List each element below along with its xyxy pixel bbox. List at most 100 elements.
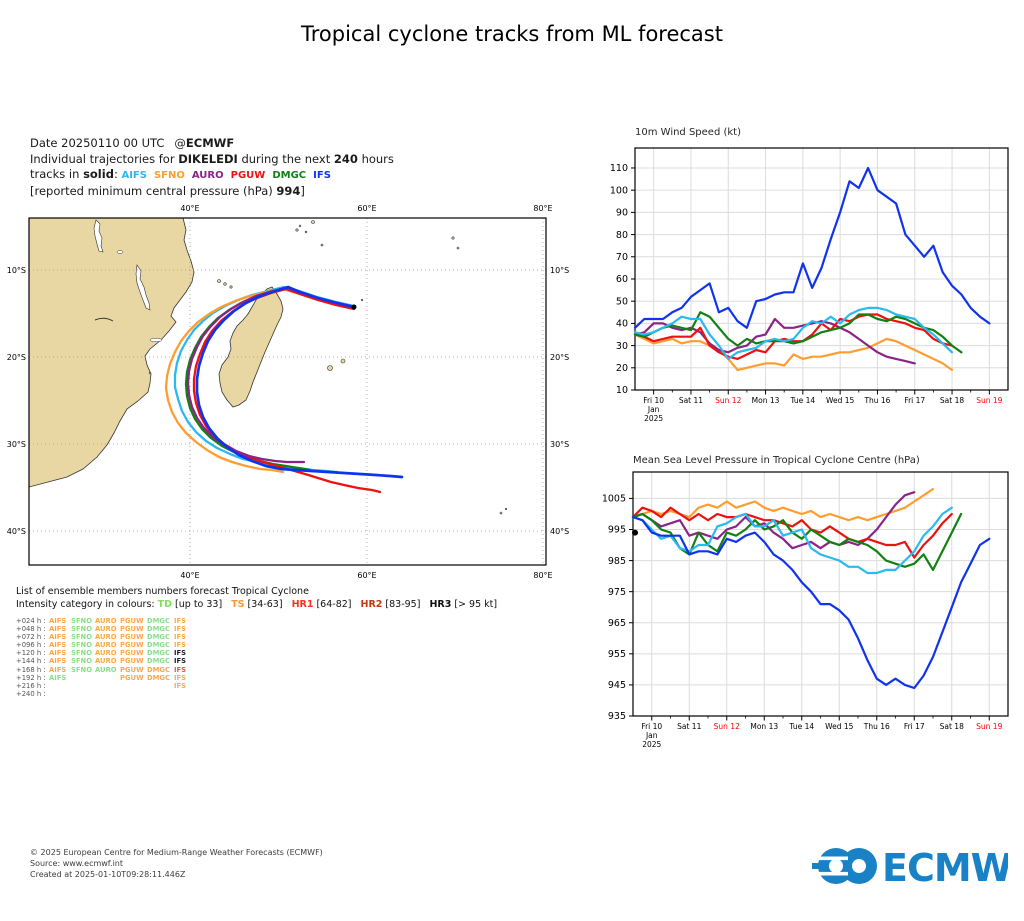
x-tick-label: Wed 15	[825, 722, 854, 731]
y-tick-label: 965	[608, 618, 626, 629]
pressure-chart-title: Mean Sea Level Pressure in Tropical Cycl…	[633, 455, 920, 466]
ecmwf-logo-emblem	[812, 848, 877, 884]
member-row-label: +096 h :	[16, 641, 46, 650]
cyclone-track-map: 40°E 40°E 60°E 60°E 80°E 80°E 10°S 10°S 20°S 20°S…	[7, 204, 570, 580]
at-sign: @	[174, 136, 186, 150]
x-tick-sublabel: 2025	[642, 740, 661, 749]
member-row-label: +168 h :	[16, 665, 46, 674]
lat-label-right: 10°S	[550, 266, 569, 275]
member-token-auro: AURO	[95, 617, 117, 625]
member-token-pguw: PGUW	[120, 657, 144, 666]
member-row-label: +120 h :	[16, 649, 46, 658]
member-row: +072 h : AIFS SFNO AURO PGUW DMGC IFS	[16, 633, 190, 641]
x-tick-label: Sun 19	[976, 722, 1002, 731]
member-row-label: +024 h :	[16, 617, 46, 625]
islet	[217, 279, 221, 283]
member-row-label: +072 h :	[16, 633, 46, 642]
intensity-hr3: HR3 [> 95 kt]	[429, 598, 498, 610]
series-aifs	[631, 506, 953, 575]
wind-chart-title: 10m Wind Speed (kt)	[635, 127, 741, 138]
member-token-ifs: IFS	[174, 633, 187, 642]
y-tick-label: 20	[616, 363, 628, 374]
member-row-label: +048 h :	[16, 625, 46, 634]
member-token-dmgc: DMGC	[147, 633, 170, 642]
x-tick-sublabel: Jan	[645, 731, 658, 740]
member-token-sfno: SFNO	[71, 641, 93, 650]
member-row-label: +192 h :	[16, 673, 46, 682]
member-token-pguw: PGUW	[120, 649, 144, 658]
model-key-sfno: SFNO	[153, 170, 185, 181]
org-name: ECMWF	[185, 136, 235, 150]
page-title: Tropical cyclone tracks from ML forecast	[301, 22, 723, 46]
member-token-ifs: IFS	[174, 665, 187, 674]
wind-speed-chart: 10m Wind Speed (kt) 10 20 30 40 50 60 70 80 90 10…	[610, 127, 1009, 423]
storm-name: DIKELEDI	[178, 151, 238, 166]
islet	[229, 285, 233, 289]
series-ifs	[631, 515, 991, 690]
ecmwf-logo-text: ECMWF	[882, 846, 1008, 890]
series-pguw	[633, 313, 954, 360]
series-aifs	[633, 306, 954, 360]
member-token-sfno: SFNO	[71, 617, 93, 625]
madagascar-island	[218, 286, 284, 408]
x-tick-label: Thu 16	[863, 396, 890, 405]
islet	[295, 228, 299, 232]
lon-label-bottom: 60°E	[357, 571, 376, 580]
y-tick-label: 100	[610, 185, 628, 196]
member-token-pguw: PGUW	[120, 641, 144, 650]
forecast-hours: 240	[333, 151, 358, 166]
lake-tanganyika	[93, 219, 104, 253]
footer: © 2025 European Centre for Medium-Range …	[30, 847, 323, 880]
lon-label-top: 60°E	[357, 204, 376, 213]
member-token-aifs: AIFS	[49, 657, 67, 666]
x-tick-label: Sun 12	[714, 722, 740, 731]
member-row-label: +216 h :	[16, 681, 46, 690]
islet	[327, 365, 333, 371]
lon-label-top: 80°E	[533, 204, 552, 213]
x-tick-sublabel: Jan	[647, 405, 660, 414]
member-row-label: +240 h :	[16, 689, 46, 698]
series-ifs	[633, 166, 991, 329]
series-pguw	[631, 506, 953, 559]
member-token-pguw: PGUW	[120, 617, 144, 625]
reported-pressure-marker	[632, 529, 638, 536]
y-tick-label: 955	[608, 649, 626, 660]
islet	[340, 358, 346, 364]
lon-label-bottom: 40°E	[180, 571, 199, 580]
x-tick-label: Sun 19	[976, 396, 1002, 405]
member-row: +120 h : AIFS SFNO AURO PGUW DMGC IFS	[16, 649, 190, 657]
islet	[451, 236, 455, 240]
lake-malawi	[135, 264, 151, 311]
intensity-label: Intensity category in colours:	[16, 598, 155, 610]
x-tick-label: Fri 17	[904, 722, 925, 731]
islet	[223, 282, 227, 286]
x-tick-label: Sat 11	[677, 722, 701, 731]
pressure-chart: Mean Sea Level Pressure in Tropical Cycl…	[602, 455, 1009, 749]
date-text: Date 20250110 00 UTC	[30, 136, 165, 150]
ensemble-legend: List of ensemble members numbers forecas…	[16, 586, 506, 611]
member-token-dmgc: DMGC	[147, 665, 170, 674]
ecmwf-logo: ECMWF	[812, 846, 1008, 890]
lake-chilwa	[149, 337, 163, 343]
y-tick-label: 1005	[602, 494, 626, 505]
model-color-key: AIFS SFNO AURO PGUW DMGC IFS	[121, 167, 337, 181]
member-token-sfno: SFNO	[71, 625, 93, 634]
x-tick-label: Mon 13	[750, 722, 778, 731]
member-token-aifs: AIFS	[49, 649, 67, 658]
y-tick-label: 945	[608, 680, 626, 691]
created-line: Created at 2025-01-10T09:28:11.446Z	[30, 870, 186, 879]
header-tracks-line: tracks in solid: AIFS SFNO AURO PGUW DMGC IFS	[30, 167, 600, 184]
model-key-aifs: AIFS	[121, 170, 147, 181]
member-token-pguw: PGUW	[120, 633, 144, 642]
member-token-pguw: PGUW	[120, 625, 144, 634]
pressure-pre: [reported minimum central pressure (hPa)	[30, 183, 273, 198]
intensity-ts: TS [34-63]	[231, 598, 283, 610]
y-tick-label: 995	[608, 525, 626, 536]
tracks-bold: solid	[83, 167, 114, 181]
tracks-pre: tracks in	[30, 167, 80, 181]
member-token-ifs: IFS	[174, 657, 187, 666]
header-trajectory-line: Individual trajectories for DIKELEDI dur…	[30, 152, 600, 168]
lon-label-top: 40°E	[180, 204, 199, 213]
